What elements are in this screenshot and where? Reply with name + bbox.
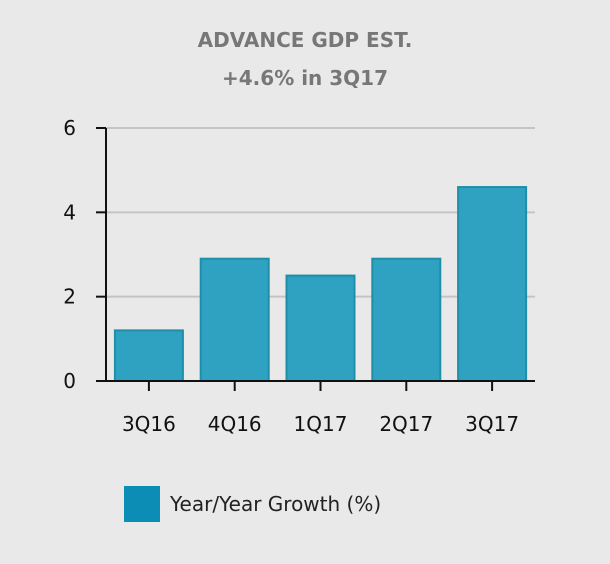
x-tick-label-3q16: 3Q16 — [122, 412, 176, 436]
y-tick-label-3: 6 — [63, 116, 76, 140]
x-tick-label-1q17: 1Q17 — [294, 412, 348, 436]
x-tick-label-3q17: 3Q17 — [465, 412, 519, 436]
bar-chart: 0 2 4 6 3Q16 4Q16 1Q17 2Q17 3Q17 — [63, 116, 535, 436]
bar-3q17 — [457, 186, 528, 382]
legend-label: Year/Year Growth (%) — [170, 492, 382, 516]
bar-3q16 — [113, 329, 184, 382]
legend: Year/Year Growth (%) — [124, 486, 381, 522]
y-tick-label-1: 2 — [63, 285, 76, 309]
chart-title: ADVANCE GDP EST. — [197, 28, 413, 52]
bar-1q17 — [285, 274, 356, 383]
bar-2q17 — [371, 257, 442, 383]
legend-swatch — [124, 486, 160, 522]
y-tick-label-2: 4 — [63, 200, 76, 224]
x-tick-label-2q17: 2Q17 — [379, 412, 433, 436]
x-tick-label-4q16: 4Q16 — [208, 412, 262, 436]
y-tick-label-0: 0 — [63, 369, 76, 393]
bar-4q16 — [199, 257, 270, 383]
chart-subtitle: +4.6% in 3Q17 — [222, 66, 388, 90]
